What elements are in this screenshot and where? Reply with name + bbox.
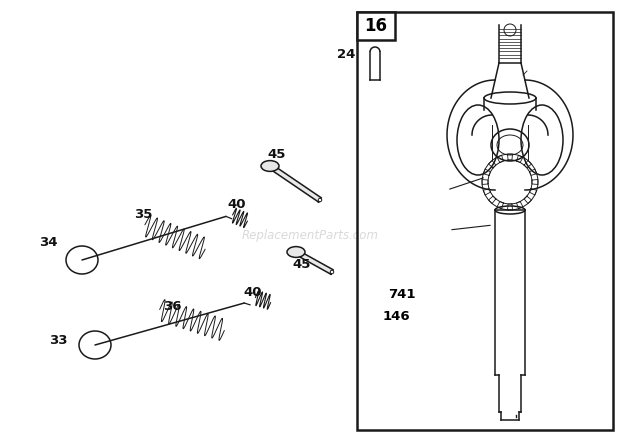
Text: 36: 36	[162, 300, 181, 314]
Ellipse shape	[261, 161, 279, 172]
Text: 40: 40	[228, 198, 246, 210]
Text: 45: 45	[268, 149, 286, 161]
Text: 35: 35	[134, 209, 152, 221]
Text: ReplacementParts.com: ReplacementParts.com	[242, 228, 378, 242]
Text: 33: 33	[49, 333, 67, 347]
Text: 146: 146	[383, 310, 410, 322]
Text: 45: 45	[293, 258, 311, 270]
Circle shape	[318, 198, 322, 202]
Text: 34: 34	[38, 236, 57, 250]
Polygon shape	[294, 250, 333, 274]
Ellipse shape	[287, 247, 305, 258]
Bar	[357, 12, 395, 40]
Text: 24: 24	[337, 49, 355, 61]
Text: 40: 40	[244, 285, 262, 299]
Bar	[357, 12, 613, 430]
Text: 741: 741	[388, 288, 415, 302]
Text: 16: 16	[365, 17, 388, 35]
Polygon shape	[268, 164, 321, 202]
Circle shape	[330, 270, 334, 274]
